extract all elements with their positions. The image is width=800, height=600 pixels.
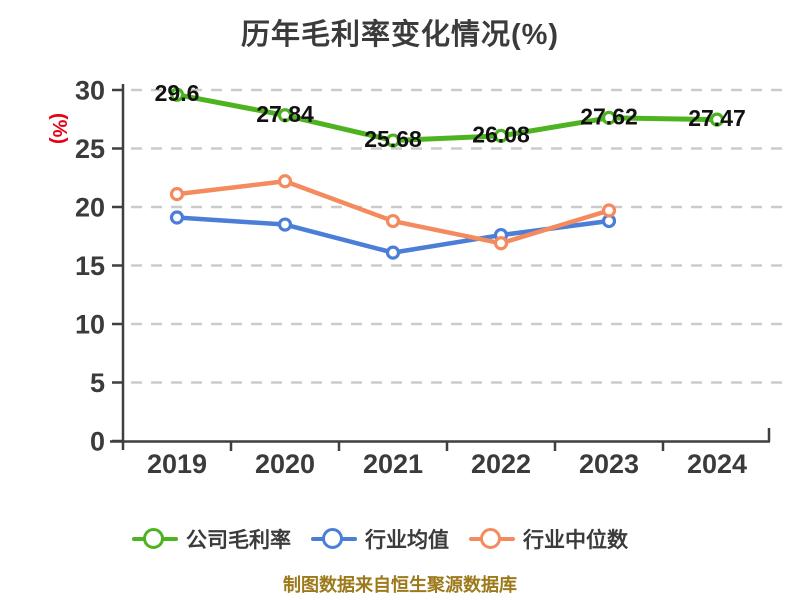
chart-title: 历年毛利率变化情况(%) bbox=[240, 19, 560, 51]
legend: 公司毛利率 行业均值 行业中位数 bbox=[0, 524, 760, 554]
legend-label: 公司毛利率 bbox=[186, 529, 291, 552]
legend-item-industry-median: 行业中位数 bbox=[469, 524, 628, 554]
data-point-industry-median-2021 bbox=[385, 213, 401, 229]
legend-marker-orange-icon bbox=[469, 528, 515, 550]
y-tick-label: 5 bbox=[90, 368, 105, 398]
data-label-company-gross-margin-2019: 29.6 bbox=[155, 80, 200, 106]
data-point-industry-median-2023 bbox=[601, 203, 617, 218]
data-point-industry-median-2019 bbox=[169, 187, 185, 202]
legend-label: 行业均值 bbox=[365, 529, 449, 552]
data-point-industry-median-2022 bbox=[493, 236, 509, 251]
x-tick-label: 2023 bbox=[579, 449, 639, 479]
data-label-company-gross-margin-2023: 27.62 bbox=[580, 103, 638, 129]
y-tick-label: 10 bbox=[75, 310, 105, 340]
x-tick-label: 2020 bbox=[255, 449, 315, 479]
y-tick-label: 25 bbox=[75, 134, 105, 164]
data-label-company-gross-margin-2021: 25.68 bbox=[364, 126, 422, 152]
series-line-industry-median bbox=[174, 179, 612, 246]
data-point-industry-average-2021 bbox=[385, 245, 401, 260]
y-tick-label: 30 bbox=[75, 76, 105, 106]
data-point-industry-average-2019 bbox=[169, 210, 185, 225]
y-tick-label: 20 bbox=[75, 193, 105, 223]
legend-marker-green-icon bbox=[132, 528, 178, 550]
data-point-industry-median-2020 bbox=[277, 174, 293, 189]
data-point-company-gross-margin-2022 bbox=[493, 128, 509, 143]
x-tick-label: 2024 bbox=[687, 449, 747, 479]
legend-marker-blue-icon bbox=[311, 528, 357, 550]
legend-item-company-gross-margin: 公司毛利率 bbox=[132, 524, 291, 554]
data-label-company-gross-margin-2022: 26.08 bbox=[472, 121, 530, 147]
legend-label: 行业中位数 bbox=[523, 529, 628, 552]
y-tick-label: 15 bbox=[75, 251, 105, 281]
series-line-company-gross-margin bbox=[174, 92, 720, 144]
legend-item-industry-average: 行业均值 bbox=[311, 524, 449, 554]
data-point-company-gross-margin-2020 bbox=[277, 108, 293, 123]
y-tick-label: 0 bbox=[90, 427, 105, 457]
footer-source-note: 制图数据来自恒生聚源数据库 bbox=[283, 575, 517, 595]
data-point-company-gross-margin-2021 bbox=[385, 133, 401, 148]
data-point-company-gross-margin-2024 bbox=[709, 112, 725, 127]
data-point-company-gross-margin-2019 bbox=[169, 87, 185, 102]
data-label-company-gross-margin-2020: 27.84 bbox=[256, 101, 314, 127]
x-tick-label: 2019 bbox=[147, 449, 207, 479]
data-point-company-gross-margin-2023 bbox=[601, 110, 617, 125]
x-tick-label: 2021 bbox=[363, 449, 423, 479]
data-label-company-gross-margin-2024: 27.47 bbox=[688, 105, 746, 131]
data-point-industry-average-2020 bbox=[277, 217, 293, 232]
x-tick-label: 2022 bbox=[471, 449, 531, 479]
